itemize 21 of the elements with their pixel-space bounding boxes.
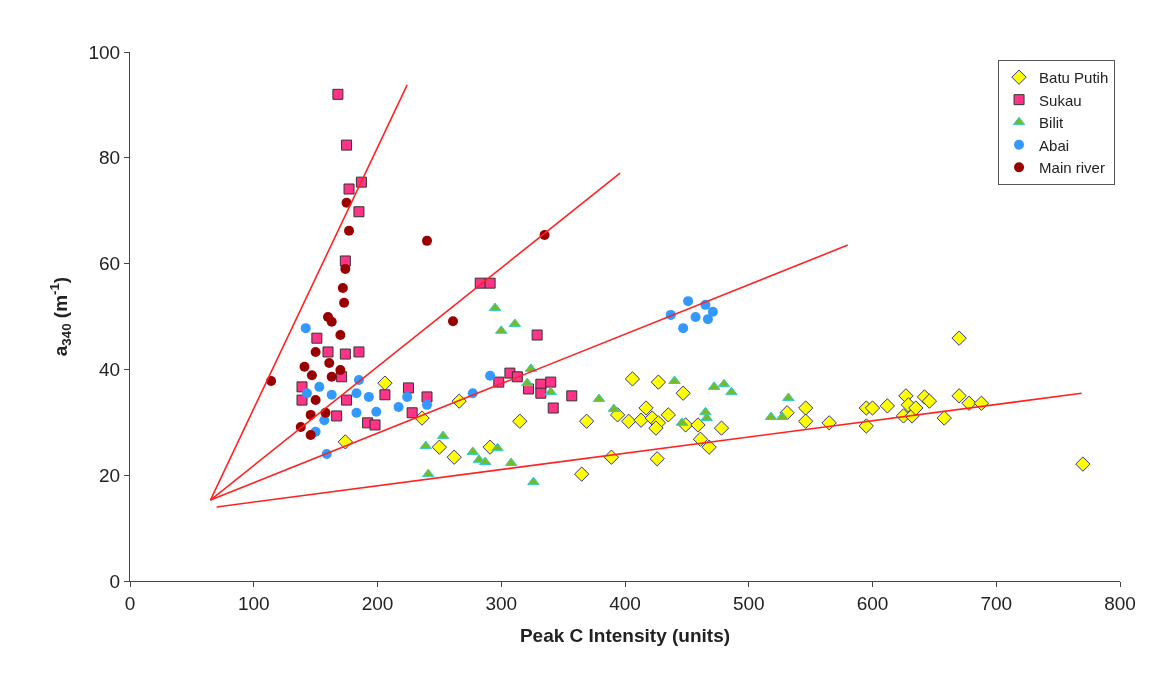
legend-label: Main river <box>1039 159 1105 177</box>
legend-label: Sukau <box>1039 91 1082 109</box>
x-tick-label: 100 <box>237 592 270 614</box>
y-tick-label: 100 <box>88 41 121 63</box>
y-tick-label: 0 <box>109 570 121 592</box>
y-tick-label: 40 <box>99 359 121 381</box>
y-tick-label: 80 <box>99 147 121 169</box>
x-tick-label: 800 <box>1104 592 1136 614</box>
x-tick-label: 400 <box>609 592 641 614</box>
legend-label: Abai <box>1039 136 1070 154</box>
y-tick-label: 20 <box>99 464 121 486</box>
x-tick-label: 700 <box>980 592 1013 614</box>
x-tick-label: 200 <box>361 592 394 614</box>
x-tick-label: 0 <box>124 592 136 614</box>
x-tick-label: 500 <box>732 592 765 614</box>
x-tick-label: 600 <box>856 592 889 614</box>
x-tick-label: 300 <box>485 592 518 614</box>
x-axis-title: Peak C Intensity (units) <box>519 624 731 646</box>
y-tick-label: 60 <box>99 253 121 275</box>
legend-label: Bilit <box>1039 114 1065 132</box>
legend-label: Batu Putih <box>1039 69 1109 87</box>
